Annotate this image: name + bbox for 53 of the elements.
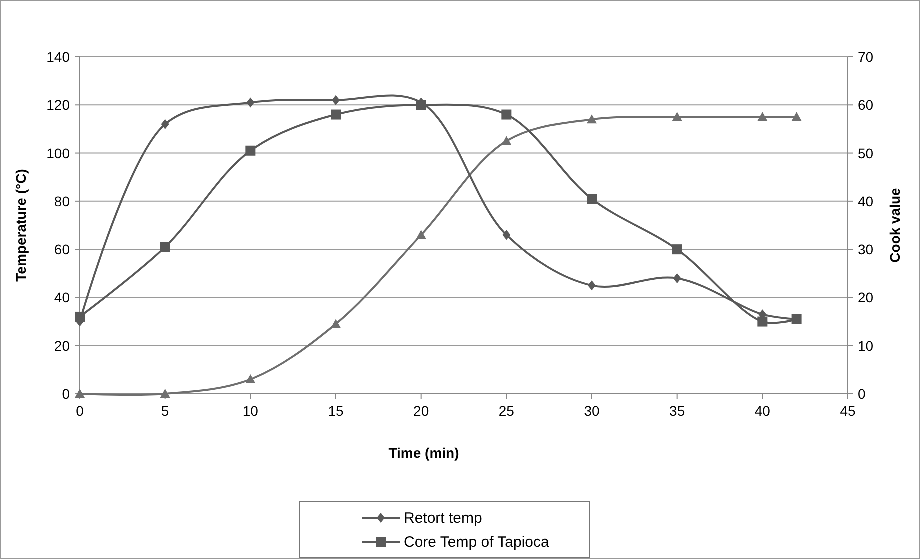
y2-tick-label: 30 — [858, 242, 874, 258]
x-tick-label: 0 — [76, 403, 84, 419]
point — [246, 374, 256, 384]
point — [331, 319, 341, 328]
y2-tick-label: 0 — [858, 386, 866, 402]
y2-axis-title: Cook value — [887, 188, 903, 263]
x-tick-label: 40 — [754, 403, 771, 419]
point — [416, 230, 426, 240]
y2-tick-label: 40 — [858, 193, 874, 210]
x-tick-label: 10 — [242, 403, 259, 419]
point — [502, 110, 512, 120]
x-tick-label: 45 — [840, 403, 856, 419]
point — [160, 389, 170, 398]
point — [331, 110, 341, 120]
point — [246, 98, 255, 108]
point — [758, 316, 768, 327]
y-tick-label: 100 — [46, 145, 70, 162]
x-tick-label: 5 — [161, 403, 170, 419]
y2-tick-label: 70 — [858, 49, 874, 65]
y2-tick-label: 50 — [858, 145, 874, 162]
point — [160, 242, 170, 252]
x-tick-label: 30 — [584, 403, 600, 419]
y-axis-title: Temperature (°C) — [13, 169, 29, 282]
x-tick-label: 20 — [414, 403, 430, 419]
y-tick-label: 80 — [54, 193, 70, 210]
legend-label: Retort temp — [404, 510, 482, 527]
point — [246, 146, 256, 156]
point — [587, 114, 597, 124]
y-tick-label: 40 — [54, 290, 70, 306]
point — [672, 244, 682, 255]
x-tick-label: 15 — [328, 403, 344, 419]
point — [332, 95, 340, 106]
y-tick-label: 60 — [54, 242, 70, 258]
point — [672, 112, 682, 122]
point — [587, 194, 597, 204]
point — [673, 273, 682, 284]
y2-tick-label: 20 — [858, 290, 874, 306]
legend-label: Core Temp of Tapioca — [404, 534, 550, 551]
y-tick-label: 120 — [46, 97, 70, 114]
point — [502, 230, 511, 240]
y-tick-label: 20 — [54, 338, 70, 354]
y-tick-label: 140 — [46, 49, 70, 65]
x-axis-title: Time (min) — [388, 445, 460, 461]
y-tick-label: 0 — [62, 386, 70, 402]
y2-tick-label: 10 — [858, 338, 874, 354]
x-tick-label: 35 — [670, 403, 686, 419]
point — [588, 280, 596, 291]
point — [161, 119, 170, 130]
x-tick-label: 25 — [498, 403, 515, 419]
point — [502, 136, 512, 146]
point — [758, 112, 768, 122]
point — [792, 112, 802, 122]
y2-tick-label: 60 — [858, 97, 874, 114]
